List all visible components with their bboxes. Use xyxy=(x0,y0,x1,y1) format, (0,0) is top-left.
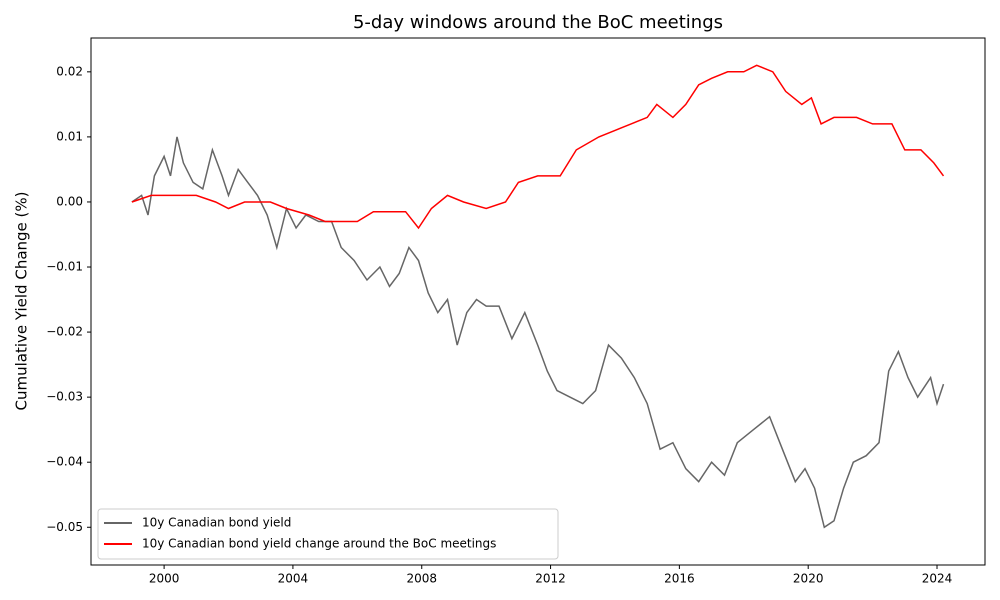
y-tick-label: 0.00 xyxy=(56,194,83,208)
y-tick-label: −0.01 xyxy=(46,260,83,274)
plot-frame xyxy=(90,37,986,566)
y-axis-label: Cumulative Yield Change (%) xyxy=(13,191,31,410)
series-line xyxy=(131,136,945,529)
y-tick-label: 0.02 xyxy=(56,64,83,78)
x-tick-label: 2000 xyxy=(149,572,180,586)
x-tick-label: 2020 xyxy=(793,572,824,586)
chart-title: 5-day windows around the BoC meetings xyxy=(353,12,723,33)
y-tick-label: −0.02 xyxy=(46,325,83,339)
x-tick-label: 2004 xyxy=(278,572,309,586)
y-tick-label: 0.01 xyxy=(56,129,83,143)
x-tick-label: 2016 xyxy=(664,572,695,586)
x-tick-label: 2008 xyxy=(406,572,437,586)
y-tick-label: −0.05 xyxy=(46,520,83,534)
y-tick-label: −0.04 xyxy=(46,455,83,469)
legend-label: 10y Canadian bond yield xyxy=(142,516,291,530)
legend-label: 10y Canadian bond yield change around th… xyxy=(142,537,496,551)
x-tick-label: 2012 xyxy=(535,572,566,586)
x-tick-label: 2024 xyxy=(922,572,953,586)
y-tick-label: −0.03 xyxy=(46,390,83,404)
legend-box xyxy=(97,508,559,560)
series-line xyxy=(131,64,945,230)
